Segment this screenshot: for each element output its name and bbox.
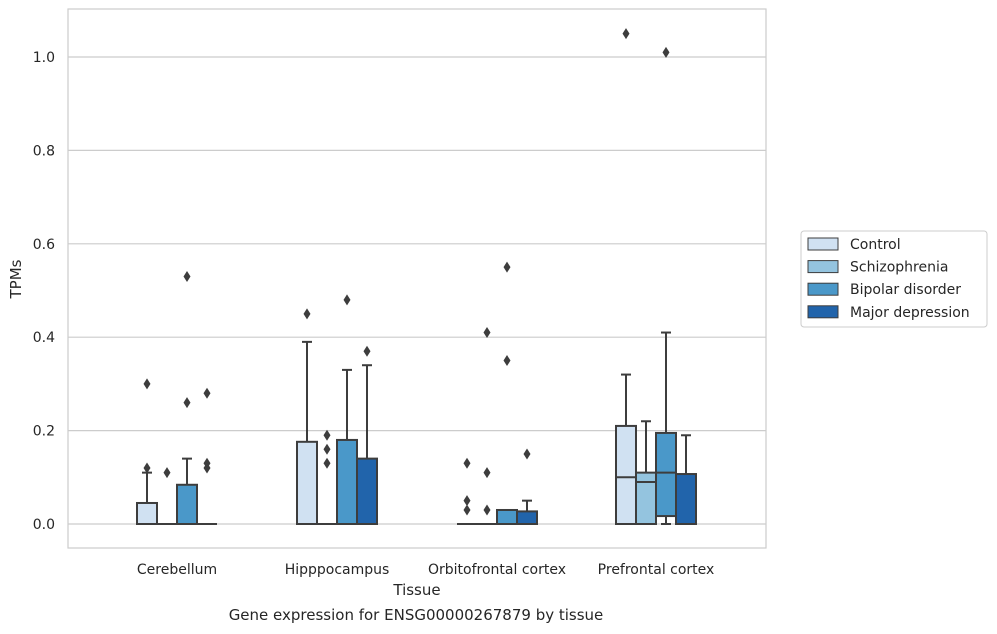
box-3-2 [516, 448, 538, 525]
y-tick-label: 0.8 [33, 143, 55, 159]
box-0-2 [457, 457, 477, 525]
box-3-0 [197, 387, 217, 525]
box-rect [296, 440, 318, 526]
box-rect [356, 457, 378, 525]
outlier-point [143, 462, 151, 474]
outlier-point [483, 467, 491, 479]
y-tick-label: 0.0 [33, 517, 55, 533]
legend-label: Control [850, 237, 901, 253]
box-rect [615, 424, 637, 525]
y-tick-label: 0.2 [33, 424, 55, 440]
y-axis-label: TPMs [7, 259, 25, 299]
box-3-3 [675, 434, 697, 526]
x-tick-label: Prefrontal cortex [598, 562, 715, 578]
legend: Control Schizophrenia Bipolar disorder Majo… [800, 230, 988, 328]
outlier-point [622, 28, 630, 40]
box-rect [336, 438, 358, 525]
box-rect [635, 471, 657, 526]
legend-label: Schizophrenia [850, 260, 948, 276]
legend-swatch [807, 282, 839, 296]
box-2-2 [496, 261, 518, 525]
outlier-point [363, 345, 371, 357]
x-tick-label: Orbitofrontal cortex [428, 562, 566, 578]
box-3-1 [356, 345, 378, 525]
outlier-point [662, 46, 670, 58]
box-1-1 [317, 429, 337, 525]
box-rect [136, 501, 158, 525]
box-2-3 [655, 46, 677, 525]
outlier-point [183, 397, 191, 409]
box-0-3 [615, 28, 637, 525]
legend-swatch [807, 237, 839, 251]
outlier-point [203, 457, 211, 469]
legend-swatch [807, 260, 839, 274]
x-tick-label: Hipppocampus [285, 562, 390, 578]
outlier-point [483, 504, 491, 516]
y-tick-label: 1.0 [33, 50, 55, 66]
outlier-point [183, 270, 191, 282]
outlier-point [203, 387, 211, 399]
box-rect [516, 510, 538, 525]
outlier-point [323, 443, 331, 455]
y-tick-labels: 0.0 0.2 0.4 0.6 0.8 1.0 [33, 50, 55, 533]
box-0-1 [296, 308, 318, 526]
box-rect [655, 431, 677, 518]
outlier-point [483, 327, 491, 339]
box-rect [176, 483, 198, 526]
x-axis-label: Tissue [392, 581, 440, 599]
outlier-point [303, 308, 311, 320]
legend-frame [800, 230, 988, 328]
legend-label: Bipolar disorder [850, 282, 961, 298]
outlier-point [503, 261, 511, 273]
outlier-point [503, 355, 511, 367]
outlier-point [463, 495, 471, 507]
outlier-point [323, 429, 331, 441]
y-tick-label: 0.6 [33, 237, 55, 253]
y-tick-label: 0.4 [33, 330, 55, 346]
chart-caption: Gene expression for ENSG00000267879 by t… [228, 606, 604, 624]
outlier-point [143, 378, 151, 390]
legend-label: Major depression [850, 305, 970, 321]
outlier-point [163, 467, 171, 479]
legend-swatch [807, 305, 839, 319]
x-tick-labels: Cerebellum Hipppocampus Orbitofrontal cort… [137, 562, 714, 578]
box-rect [496, 508, 518, 525]
outlier-point [343, 294, 351, 306]
outlier-point [323, 457, 331, 469]
box-1-0 [157, 467, 177, 525]
box-0-0 [136, 378, 158, 525]
box-rect [675, 473, 697, 526]
x-tick-label: Cerebellum [137, 562, 217, 578]
outlier-point [463, 504, 471, 516]
box-1-3 [635, 420, 657, 526]
box-groups [136, 28, 697, 526]
box-1-2 [477, 327, 497, 525]
box-2-0 [176, 270, 198, 526]
outlier-point [463, 457, 471, 469]
outlier-point [523, 448, 531, 460]
